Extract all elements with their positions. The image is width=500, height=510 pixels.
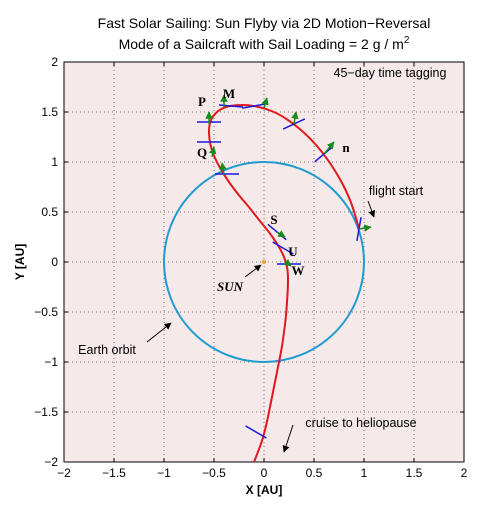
x-tick-label: 1.5	[406, 466, 423, 480]
y-tick-label: 0	[51, 255, 58, 269]
x-tick-label: −0.5	[202, 466, 226, 480]
sail-normal-arrow	[261, 97, 269, 109]
point-label: P	[198, 94, 206, 109]
earth-orbit-line	[163, 161, 365, 363]
label-layer: M P Q n S UW SUN 45−day time tagging flight star…	[78, 66, 447, 453]
annotation-arrow	[244, 264, 262, 278]
x-tick-label: −2	[57, 466, 71, 480]
time-tag-marker	[272, 241, 294, 255]
y-tick-label: 0.5	[41, 205, 58, 219]
y-tick-label: −1.5	[34, 405, 58, 419]
time-tag-marker	[245, 425, 267, 439]
x-tick-label: −1	[157, 466, 171, 480]
sail-normal-arrow	[219, 162, 227, 176]
x-tick-label: −1.5	[102, 466, 126, 480]
x-tick-label: 2	[461, 466, 468, 480]
point-label: W	[292, 263, 305, 278]
point-label: Q	[197, 145, 207, 160]
annotation-text: 45−day time tagging	[334, 66, 447, 80]
point-label: S	[270, 212, 277, 227]
trajectory-line	[207, 103, 360, 462]
data-layer	[163, 94, 372, 462]
chart-title: Fast Solar Sailing: Sun Flyby via 2D Mot…	[98, 15, 431, 31]
annotation-arrow	[146, 322, 172, 343]
annotation-text: Earth orbit	[78, 343, 136, 357]
sun-marker	[261, 259, 267, 265]
x-tick-label: 0.5	[306, 466, 323, 480]
sail-normal-arrow	[291, 111, 299, 125]
y-tick-label: 2	[51, 55, 58, 69]
annotation-arrow	[282, 424, 294, 453]
axis-ticks: −2 −1.5 −1 −0.5 0 0.5 1 1.5 2 −2 −1.5 −1 −0.5 0 0.5 1 1.…	[34, 55, 467, 480]
point-label: M	[223, 86, 235, 101]
sail-normal-arrow	[208, 146, 217, 158]
annotation-text: flight start	[369, 184, 424, 198]
point-label: n	[342, 140, 350, 155]
y-tick-label: 1.5	[41, 105, 58, 119]
annotation-text: cruise to heliopause	[305, 416, 416, 430]
y-tick-label: −2	[44, 455, 58, 469]
sun-label: SUN	[217, 279, 244, 294]
sail-normal-arrow	[276, 230, 286, 238]
sail-normal-arrow	[283, 258, 292, 267]
sail-normal-arrow	[323, 141, 335, 155]
x-tick-label: 1	[361, 466, 368, 480]
time-tag-marker	[218, 104, 244, 108]
y-tick-label: 1	[51, 155, 58, 169]
chart-subtitle: Mode of a Sailcraft with Sail Loading = …	[119, 35, 410, 52]
sail-normal-arrow	[358, 224, 372, 232]
point-label: U	[288, 244, 298, 259]
y-axis-label: Y [AU]	[13, 244, 27, 280]
y-tick-label: −1	[44, 355, 58, 369]
annotation-arrow	[367, 200, 376, 218]
x-tick-label: 0	[261, 466, 268, 480]
y-tick-label: −0.5	[34, 305, 58, 319]
x-axis-label: X [AU]	[246, 483, 283, 497]
